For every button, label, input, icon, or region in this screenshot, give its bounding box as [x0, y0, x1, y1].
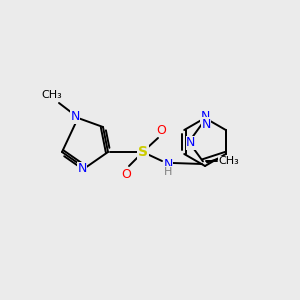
Text: N: N: [70, 110, 80, 124]
Text: CH₃: CH₃: [42, 90, 62, 100]
Text: N: N: [186, 136, 196, 149]
Text: CH₃: CH₃: [219, 156, 239, 167]
Text: O: O: [121, 167, 131, 181]
Text: N: N: [77, 163, 87, 176]
Text: H: H: [164, 167, 172, 177]
Text: S: S: [138, 145, 148, 159]
Text: O: O: [156, 124, 166, 136]
Text: N: N: [163, 158, 173, 170]
Text: N: N: [201, 118, 211, 131]
Text: N: N: [200, 110, 210, 122]
